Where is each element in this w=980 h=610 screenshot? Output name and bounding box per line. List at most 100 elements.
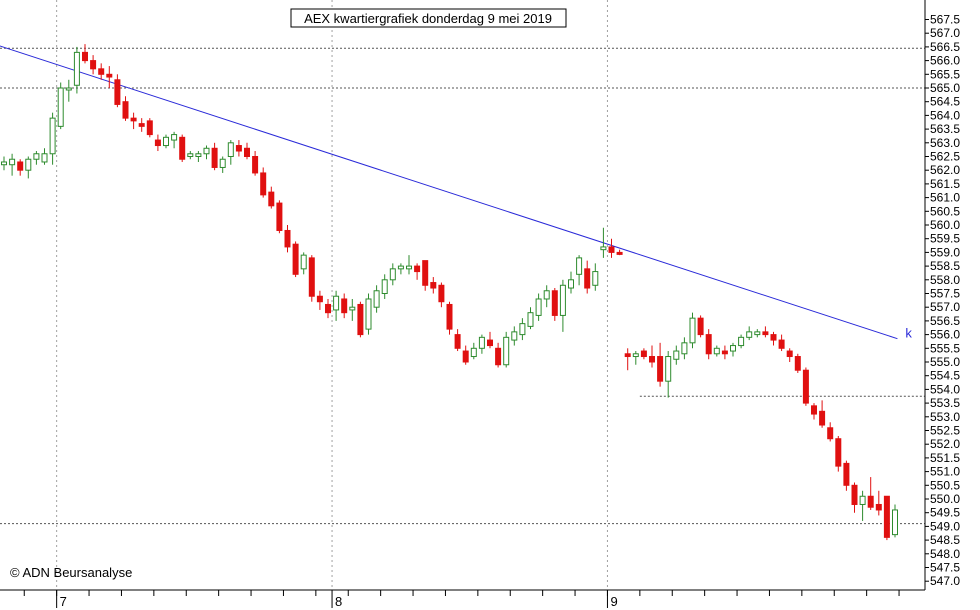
y-tick-label: 551.5 <box>930 451 960 465</box>
candle-down <box>786 350 793 358</box>
y-tick-label: 550.0 <box>930 492 960 506</box>
day-label: 7 <box>60 594 67 609</box>
candle-up <box>600 246 607 251</box>
candle-up <box>9 158 16 166</box>
candle-down <box>422 260 429 286</box>
y-tick-label: 567.0 <box>930 26 960 40</box>
y-tick-label: 547.0 <box>930 574 960 588</box>
y-tick-label: 560.0 <box>930 218 960 232</box>
y-tick-label: 558.0 <box>930 273 960 287</box>
candle-down <box>454 334 461 349</box>
y-tick-label: 554.0 <box>930 382 960 396</box>
candle-up <box>195 153 202 157</box>
day-label: 9 <box>610 594 617 609</box>
y-tick-label: 559.5 <box>930 232 960 246</box>
candle-down <box>827 427 834 440</box>
trendline <box>0 45 898 340</box>
candle-up <box>681 342 688 355</box>
candle-down <box>867 495 874 508</box>
candle-down <box>17 161 24 171</box>
trendline-label: k <box>905 326 912 341</box>
candle-up <box>171 134 178 141</box>
y-tick-label: 563.5 <box>930 122 960 136</box>
y-tick-label: 563.0 <box>930 136 960 150</box>
credit-label: © ADN Beursanalyse <box>10 565 132 580</box>
candle-down <box>154 139 161 147</box>
y-tick-label: 562.5 <box>930 150 960 164</box>
y-tick-label: 552.0 <box>930 437 960 451</box>
y-tick-label: 561.5 <box>930 177 960 191</box>
candle-down <box>414 265 421 273</box>
candle-up <box>381 279 388 294</box>
candle-down <box>276 202 283 231</box>
candle-down <box>90 60 97 70</box>
y-tick-label: 564.5 <box>930 95 960 109</box>
candle-up <box>470 347 477 358</box>
candle-down <box>883 495 890 538</box>
candle-up <box>592 271 599 286</box>
y-tick-label: 554.5 <box>930 369 960 383</box>
candle-down <box>762 331 769 336</box>
y-tick-label: 553.0 <box>930 410 960 424</box>
candle-down <box>211 147 218 168</box>
candle-up <box>892 509 898 536</box>
candle-down <box>835 438 842 467</box>
candle-up <box>738 336 745 347</box>
candle-up <box>365 298 372 330</box>
candle-up <box>163 136 169 147</box>
candle-down <box>584 268 591 289</box>
candle-up <box>389 268 396 281</box>
y-tick-label: 564.0 <box>930 108 960 122</box>
candle-up <box>49 117 56 155</box>
y-tick-label: 555.5 <box>930 341 960 355</box>
candle-down <box>146 120 153 136</box>
candle-down <box>721 350 728 355</box>
y-tick-label: 561.0 <box>930 191 960 205</box>
grid-layer <box>0 0 925 590</box>
candle-down <box>462 350 469 363</box>
candle-up <box>219 158 226 168</box>
y-tick-label: 556.0 <box>930 328 960 342</box>
candle-up <box>478 336 485 349</box>
candle-down <box>802 369 809 404</box>
chart-title-box <box>290 8 567 28</box>
candle-down <box>98 68 105 75</box>
candle-down <box>268 191 275 207</box>
candle-down <box>843 462 850 486</box>
candle-down <box>357 303 364 336</box>
y-tick-label: 550.5 <box>930 478 960 492</box>
candle-down <box>106 73 113 78</box>
candle-up <box>25 158 32 171</box>
candle-down <box>446 303 453 330</box>
y-tick-label: 565.0 <box>930 81 960 95</box>
candle-up <box>33 153 40 160</box>
candle-down <box>640 350 647 358</box>
candle-down <box>551 290 558 316</box>
candle-up <box>187 153 194 157</box>
candle-up <box>300 254 307 270</box>
candle-down <box>316 295 323 303</box>
candle-down <box>616 251 623 255</box>
candle-down <box>235 145 242 152</box>
y-tick-label: 559.0 <box>930 245 960 259</box>
candle-up <box>535 298 542 316</box>
candle-up <box>503 336 510 366</box>
y-tick-label: 566.5 <box>930 40 960 54</box>
candle-down <box>292 243 299 275</box>
candle-down <box>487 339 493 347</box>
candle-up <box>511 331 518 341</box>
candle-down <box>649 356 655 363</box>
y-tick-label: 562.0 <box>930 163 960 177</box>
y-tick-label: 553.5 <box>930 396 960 410</box>
y-tick-label: 557.5 <box>930 287 960 301</box>
candle-up <box>519 323 526 336</box>
candle-down <box>284 229 291 248</box>
y-tick-label: 565.5 <box>930 67 960 81</box>
candle-down <box>260 172 267 196</box>
y-tick-label: 547.5 <box>930 561 960 575</box>
candle-down <box>495 347 502 366</box>
candle-up <box>568 279 574 289</box>
candle-down <box>697 317 704 336</box>
candle-down <box>851 484 858 505</box>
candle-down <box>657 356 664 382</box>
